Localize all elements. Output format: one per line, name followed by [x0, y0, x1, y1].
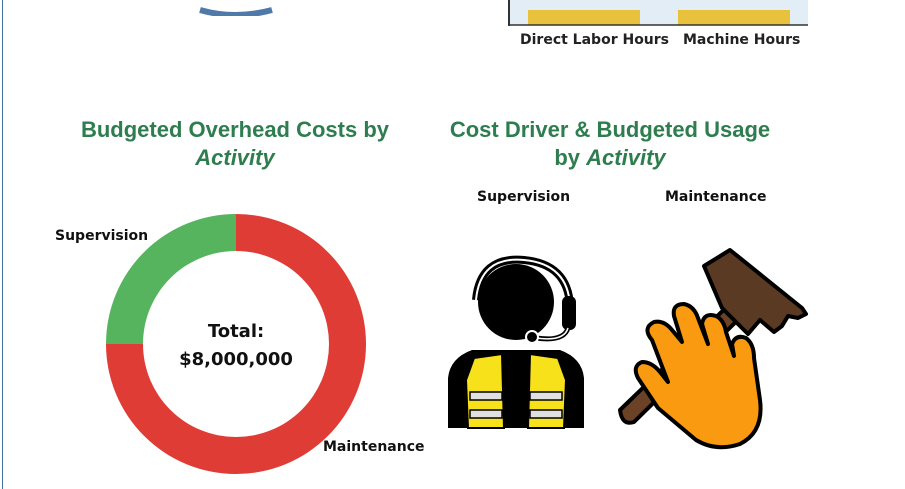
donut-center-total: Total: $8,000,000 [156, 318, 316, 374]
top-bar-chart [508, 0, 808, 26]
partial-pie-chart-top [199, 7, 273, 16]
usage-heading-line1: Cost Driver & Budgeted Usage [449, 117, 771, 142]
overhead-heading-line1: Budgeted Overhead Costs by [80, 117, 390, 142]
usage-heading-prefix: by [554, 145, 587, 170]
overhead-donut-chart [106, 214, 366, 474]
overhead-heading-line2: Activity [40, 144, 430, 172]
donut-slice-supervision [106, 214, 236, 344]
donut-label-maintenance: Maintenance [323, 439, 425, 455]
bar-machine-hours [678, 10, 790, 25]
bar-direct-labor-hours [528, 10, 640, 25]
activity-label-maintenance: Maintenance [665, 189, 767, 205]
donut-label-supervision: Supervision [55, 228, 149, 244]
overhead-heading-italic: Activity [195, 145, 275, 170]
left-border-rule [2, 0, 3, 489]
usage-heading-line2: by Activity [420, 144, 800, 172]
bar-category-label-machine: Machine Hours [683, 32, 801, 48]
donut-total-value: $8,000,000 [179, 349, 293, 370]
bar-category-label-direct-labor: Direct Labor Hours [520, 32, 670, 48]
hand-hammer-icon [618, 248, 808, 450]
usage-heading: Cost Driver & Budgeted Usage by Activity [420, 116, 800, 172]
usage-heading-italic: Activity [586, 145, 666, 170]
supervisor-headset-vest-icon [448, 255, 584, 429]
overhead-costs-heading: Budgeted Overhead Costs by Activity [40, 116, 430, 172]
activity-label-supervision: Supervision [477, 189, 571, 205]
donut-total-caption: Total: [207, 321, 265, 342]
partial-pie-arc [199, 7, 273, 16]
